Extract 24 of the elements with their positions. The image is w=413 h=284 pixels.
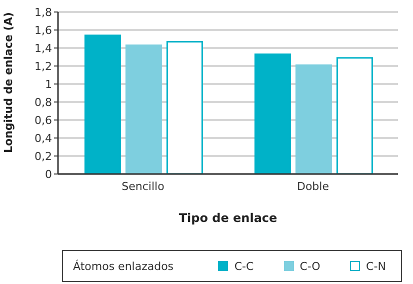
legend-title: Átomos enlazados [73, 260, 175, 272]
y-tick-label: 0,6 [34, 114, 52, 127]
legend-label: C-O [298, 260, 322, 272]
bar [84, 34, 121, 174]
y-tick-label: 0,8 [34, 96, 52, 109]
bar [166, 40, 203, 174]
y-tick-label: 1,6 [34, 24, 52, 37]
y-axis-title: Longitud de enlace (A) [2, 12, 15, 153]
y-tick-label: 1,2 [34, 60, 52, 73]
bar [336, 57, 373, 174]
x-axis-title: Tipo de enlace [178, 211, 278, 225]
y-tick-label: 0 [45, 168, 52, 181]
legend-label: C-N [365, 260, 387, 272]
x-tick-label: Sencillo [122, 180, 165, 193]
y-tick-label: 0,4 [34, 132, 52, 145]
y-tick-label: 1,8 [34, 6, 52, 19]
x-tick-label: Doble [296, 180, 330, 193]
bar [254, 54, 291, 174]
y-tick-label: 0,2 [34, 150, 52, 163]
legend-label: C-C [233, 260, 255, 272]
y-tick-label: 1,4 [34, 42, 52, 55]
y-tick-label: 1 [45, 78, 52, 91]
bar [295, 64, 332, 174]
bar [125, 44, 162, 174]
